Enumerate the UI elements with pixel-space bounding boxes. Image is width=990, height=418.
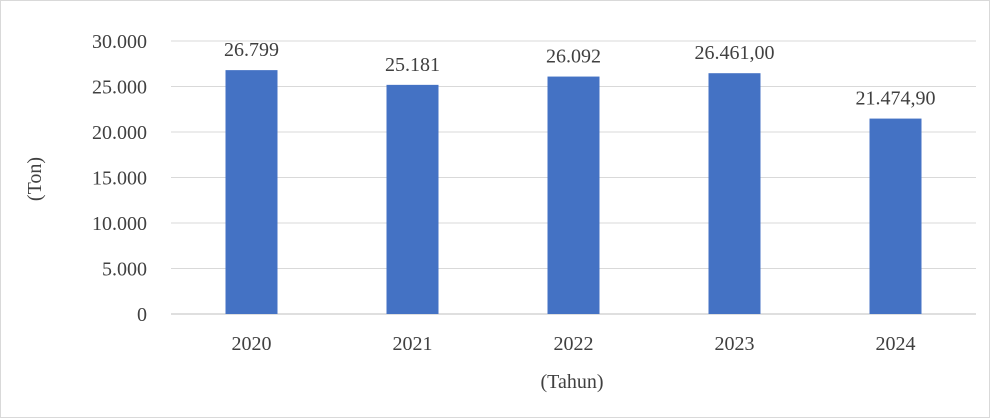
y-tick-label: 25.000 — [92, 77, 147, 99]
data-labels: 26.799 25.181 26.092 26.461,00 21.474,90 — [224, 39, 936, 109]
x-axis-ticks: 2020 2021 2022 2023 2024 — [232, 333, 916, 355]
bar-2021 — [386, 84, 439, 314]
y-tick-label: 0 — [137, 304, 147, 326]
bar-2022 — [547, 76, 600, 314]
x-tick-label-2023: 2023 — [715, 333, 755, 355]
y-axis-ticks: 0 5.000 10.000 15.000 20.000 25.000 30.000 — [92, 31, 147, 326]
bar-2024 — [869, 118, 922, 315]
data-label-2023: 26.461,00 — [695, 42, 775, 64]
x-tick-label-2021: 2021 — [393, 333, 433, 355]
y-tick-label: 30.000 — [92, 31, 147, 53]
x-tick-label-2024: 2024 — [876, 333, 916, 355]
y-tick-label: 5.000 — [102, 259, 147, 281]
bars — [225, 70, 922, 315]
x-tick-label-2020: 2020 — [232, 333, 272, 355]
data-label-2022: 26.092 — [546, 46, 601, 68]
data-label-2024: 21.474,90 — [856, 88, 936, 110]
bar-2020 — [225, 70, 278, 315]
y-tick-label: 15.000 — [92, 168, 147, 190]
data-label-2021: 25.181 — [385, 54, 440, 76]
bar-2023 — [708, 73, 761, 315]
y-axis-title: (Ton) — [24, 157, 46, 201]
y-tick-label: 20.000 — [92, 122, 147, 144]
x-axis-title: (Tahun) — [540, 371, 603, 393]
x-tick-label-2022: 2022 — [554, 333, 594, 355]
y-tick-label: 10.000 — [92, 213, 147, 235]
data-label-2020: 26.799 — [224, 39, 279, 61]
